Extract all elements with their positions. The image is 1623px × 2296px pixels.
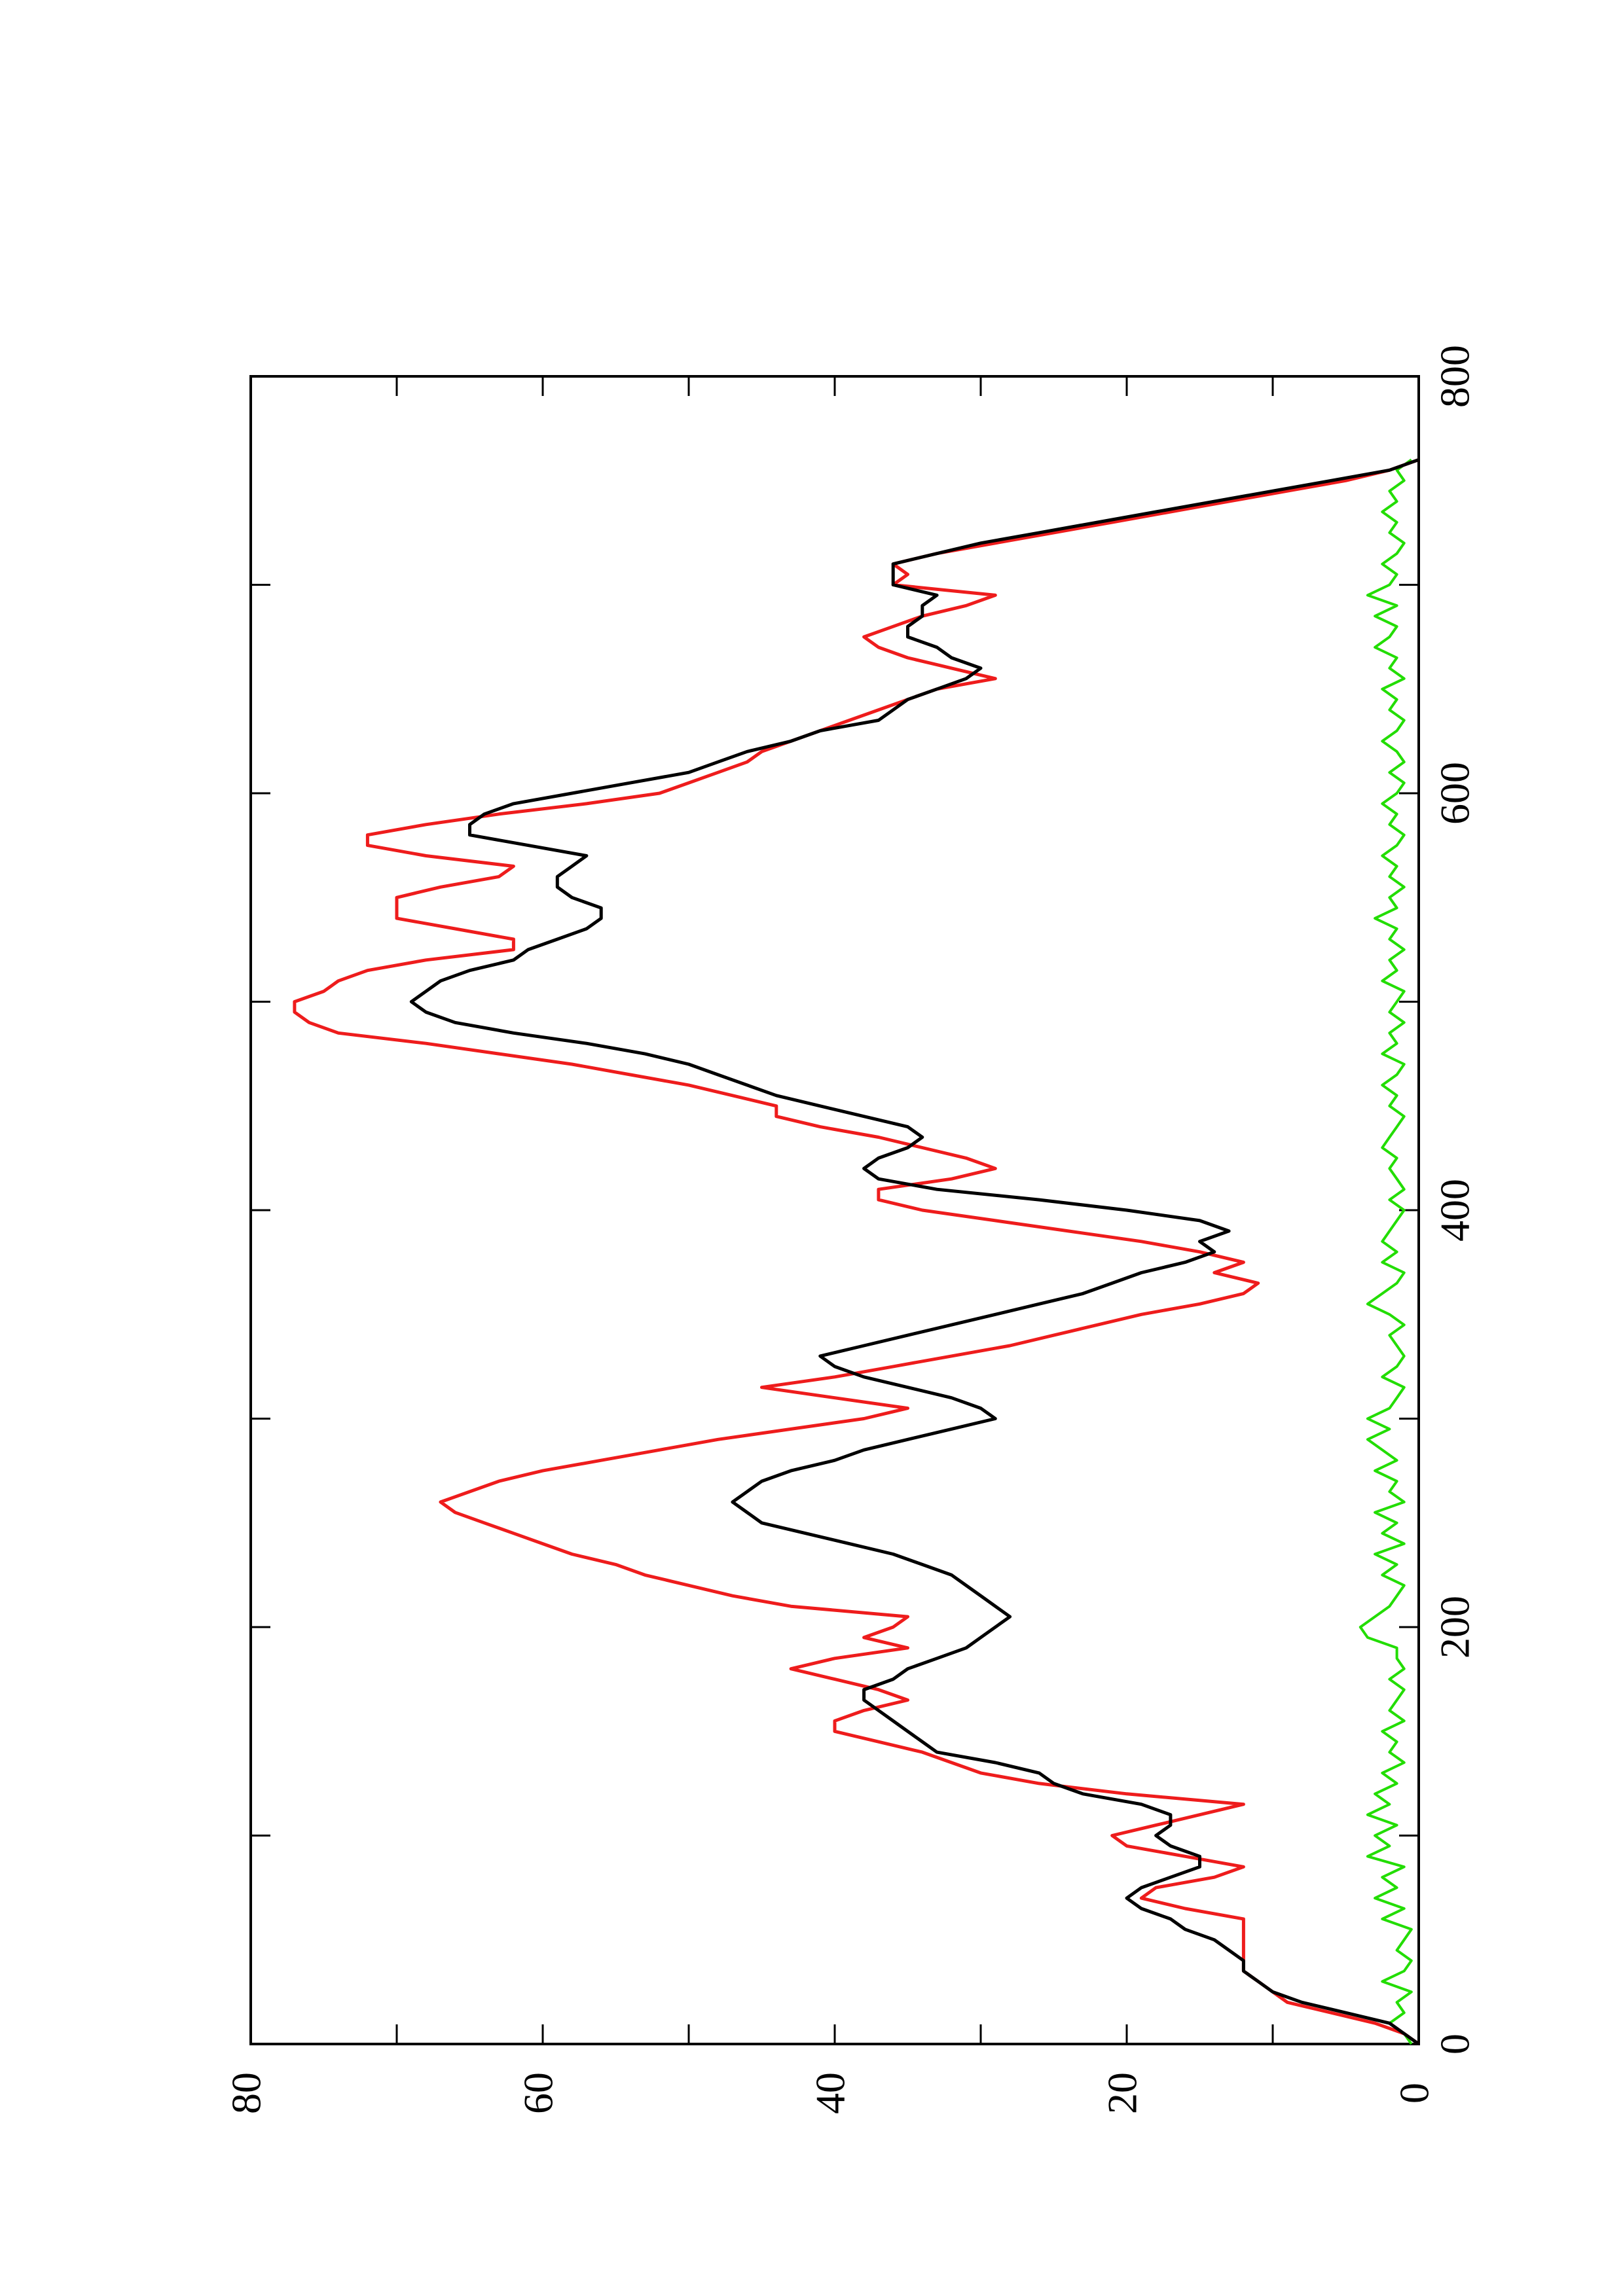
x-tick-label: 0 bbox=[1432, 2034, 1478, 2054]
series-line-1 bbox=[409, 458, 1420, 2046]
series-line-2 bbox=[293, 458, 1420, 2046]
x-tick-label: 600 bbox=[1432, 762, 1478, 825]
y-tick-label: 60 bbox=[515, 2072, 562, 2114]
y-tick-label: 0 bbox=[1391, 2083, 1438, 2104]
x-tick-label: 400 bbox=[1432, 1179, 1478, 1242]
series-line-3 bbox=[1359, 458, 1413, 2045]
y-tick-label: 40 bbox=[807, 2072, 854, 2114]
y-tick-label: 80 bbox=[223, 2072, 270, 2114]
series-group bbox=[293, 458, 1420, 2046]
x-tick-label: 800 bbox=[1432, 345, 1478, 408]
tick-labels: 0 200 400 600 800 0 20 40 60 80 bbox=[223, 345, 1478, 2114]
x-tick-label: 200 bbox=[1432, 1596, 1478, 1659]
axis-ticks bbox=[249, 375, 1420, 2045]
y-tick-label: 20 bbox=[1099, 2072, 1146, 2114]
